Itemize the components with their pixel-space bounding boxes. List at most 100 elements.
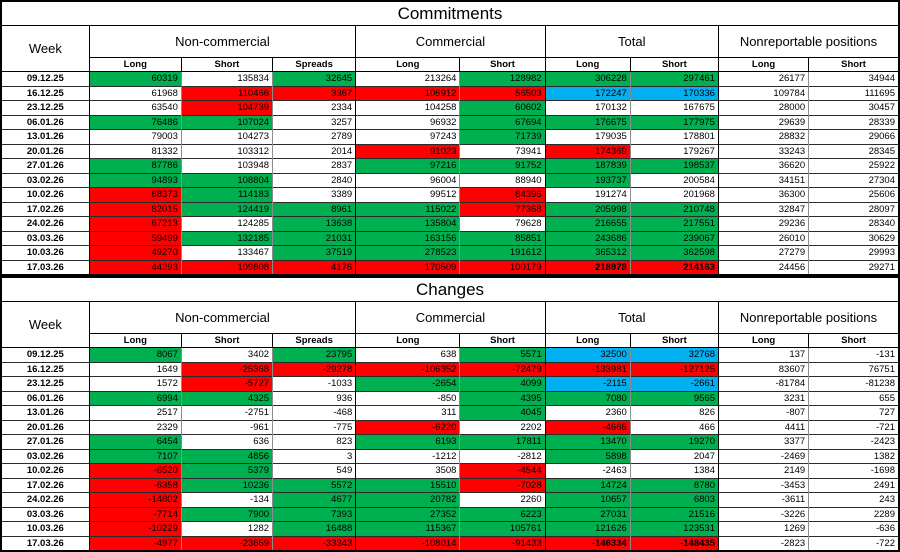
value-cell[interactable]: 179267 xyxy=(630,143,719,159)
value-cell[interactable]: 87786 xyxy=(89,158,182,173)
value-cell[interactable]: 1269 xyxy=(718,521,810,536)
value-cell[interactable]: -81784 xyxy=(718,376,810,391)
week-cell[interactable]: 03.03.26 xyxy=(1,230,90,246)
value-cell[interactable]: 27352 xyxy=(355,506,461,522)
value-cell[interactable]: 1282 xyxy=(181,521,274,536)
value-cell[interactable]: -134 xyxy=(181,492,274,507)
value-cell[interactable]: 63540 xyxy=(89,100,182,115)
value-cell[interactable]: 2334 xyxy=(272,100,357,115)
value-cell[interactable]: 97243 xyxy=(355,129,461,144)
value-cell[interactable]: 243 xyxy=(808,492,900,507)
value-cell[interactable]: -1698 xyxy=(808,463,900,478)
value-cell[interactable]: 135834 xyxy=(181,71,274,86)
value-cell[interactable]: -10229 xyxy=(89,521,182,536)
value-cell[interactable]: 638 xyxy=(355,347,461,362)
value-cell[interactable]: 76751 xyxy=(808,361,900,377)
value-cell[interactable]: 7393 xyxy=(272,506,357,522)
value-cell[interactable]: 82015 xyxy=(89,201,182,217)
week-cell[interactable]: 09.12.25 xyxy=(1,347,90,362)
value-cell[interactable]: 823 xyxy=(272,434,357,449)
week-cell[interactable]: 10.03.26 xyxy=(1,245,90,260)
value-cell[interactable]: 104739 xyxy=(181,100,274,115)
value-cell[interactable]: 91752 xyxy=(459,158,546,173)
value-cell[interactable]: -2423 xyxy=(808,434,900,449)
value-cell[interactable]: 103312 xyxy=(181,143,274,159)
value-cell[interactable]: 2289 xyxy=(808,506,900,522)
value-cell[interactable]: -961 xyxy=(181,419,274,435)
value-cell[interactable]: 4411 xyxy=(718,419,810,435)
value-cell[interactable]: 29993 xyxy=(808,245,900,260)
value-cell[interactable]: 5571 xyxy=(459,347,546,362)
value-cell[interactable]: 81332 xyxy=(89,143,182,159)
value-cell[interactable]: 201968 xyxy=(630,187,719,202)
week-cell[interactable]: 13.01.26 xyxy=(1,405,90,420)
week-cell[interactable]: 17.02.26 xyxy=(1,201,90,217)
value-cell[interactable]: 362598 xyxy=(630,245,719,260)
value-cell[interactable]: 3367 xyxy=(272,85,357,101)
value-cell[interactable]: 167675 xyxy=(630,100,719,115)
value-cell[interactable]: 549 xyxy=(272,463,357,478)
value-cell[interactable]: 32768 xyxy=(630,347,719,362)
value-cell[interactable]: -133981 xyxy=(545,361,631,377)
value-cell[interactable]: 30629 xyxy=(808,230,900,246)
value-cell[interactable]: 79628 xyxy=(459,216,546,231)
value-cell[interactable]: 3402 xyxy=(181,347,274,362)
value-cell[interactable]: 210748 xyxy=(630,201,719,217)
value-cell[interactable]: 91023 xyxy=(355,143,461,159)
value-cell[interactable]: 205998 xyxy=(545,201,631,217)
value-cell[interactable]: 67694 xyxy=(459,114,546,130)
value-cell[interactable]: 36620 xyxy=(718,158,810,173)
value-cell[interactable]: 3508 xyxy=(355,463,461,478)
week-cell[interactable]: 03.02.26 xyxy=(1,448,90,464)
value-cell[interactable]: 115367 xyxy=(355,521,461,536)
week-cell[interactable]: 17.03.26 xyxy=(1,259,90,275)
value-cell[interactable]: 29271 xyxy=(808,259,900,275)
week-cell[interactable]: 27.01.26 xyxy=(1,434,90,449)
value-cell[interactable]: -25368 xyxy=(181,361,274,377)
value-cell[interactable]: -23659 xyxy=(181,535,274,551)
value-cell[interactable]: -6358 xyxy=(89,477,182,493)
week-cell[interactable]: 20.01.26 xyxy=(1,143,90,159)
value-cell[interactable]: 163156 xyxy=(355,230,461,246)
value-cell[interactable]: 9565 xyxy=(630,390,719,406)
value-cell[interactable]: 21516 xyxy=(630,506,719,522)
value-cell[interactable]: -721 xyxy=(808,419,900,435)
value-cell[interactable]: 26010 xyxy=(718,230,810,246)
value-cell[interactable]: 466 xyxy=(630,419,719,435)
value-cell[interactable]: 60319 xyxy=(89,71,182,86)
value-cell[interactable]: 17811 xyxy=(459,434,546,449)
value-cell[interactable]: -6520 xyxy=(89,463,182,478)
value-cell[interactable]: 96932 xyxy=(355,114,461,130)
value-cell[interactable]: 107024 xyxy=(181,114,274,130)
value-cell[interactable]: -1033 xyxy=(272,376,357,391)
value-cell[interactable]: 109808 xyxy=(181,259,274,275)
value-cell[interactable]: 85851 xyxy=(459,230,546,246)
value-cell[interactable]: 59499 xyxy=(89,230,182,246)
value-cell[interactable]: 44293 xyxy=(89,259,182,275)
value-cell[interactable]: 936 xyxy=(272,390,357,406)
value-cell[interactable]: -72479 xyxy=(459,361,546,377)
value-cell[interactable]: 4176 xyxy=(272,259,357,275)
value-cell[interactable]: 104273 xyxy=(181,129,274,144)
value-cell[interactable]: 34944 xyxy=(808,71,900,86)
value-cell[interactable]: 49270 xyxy=(89,245,182,260)
value-cell[interactable]: 124285 xyxy=(181,216,274,231)
value-cell[interactable]: 4395 xyxy=(459,390,546,406)
value-cell[interactable]: 7080 xyxy=(545,390,631,406)
value-cell[interactable]: 1384 xyxy=(630,463,719,478)
value-cell[interactable]: 2260 xyxy=(459,492,546,507)
value-cell[interactable]: 60602 xyxy=(459,100,546,115)
value-cell[interactable]: -148435 xyxy=(630,535,719,551)
value-cell[interactable]: 5379 xyxy=(181,463,274,478)
value-cell[interactable]: 97216 xyxy=(355,158,461,173)
value-cell[interactable]: 311 xyxy=(355,405,461,420)
value-cell[interactable]: 214163 xyxy=(630,259,719,275)
value-cell[interactable]: 114183 xyxy=(181,187,274,202)
value-cell[interactable]: 297461 xyxy=(630,71,719,86)
value-cell[interactable]: 106912 xyxy=(355,85,461,101)
value-cell[interactable]: -722 xyxy=(808,535,900,551)
value-cell[interactable]: -636 xyxy=(808,521,900,536)
value-cell[interactable]: 3389 xyxy=(272,187,357,202)
week-cell[interactable]: 17.03.26 xyxy=(1,535,90,551)
value-cell[interactable]: -2654 xyxy=(355,376,461,391)
